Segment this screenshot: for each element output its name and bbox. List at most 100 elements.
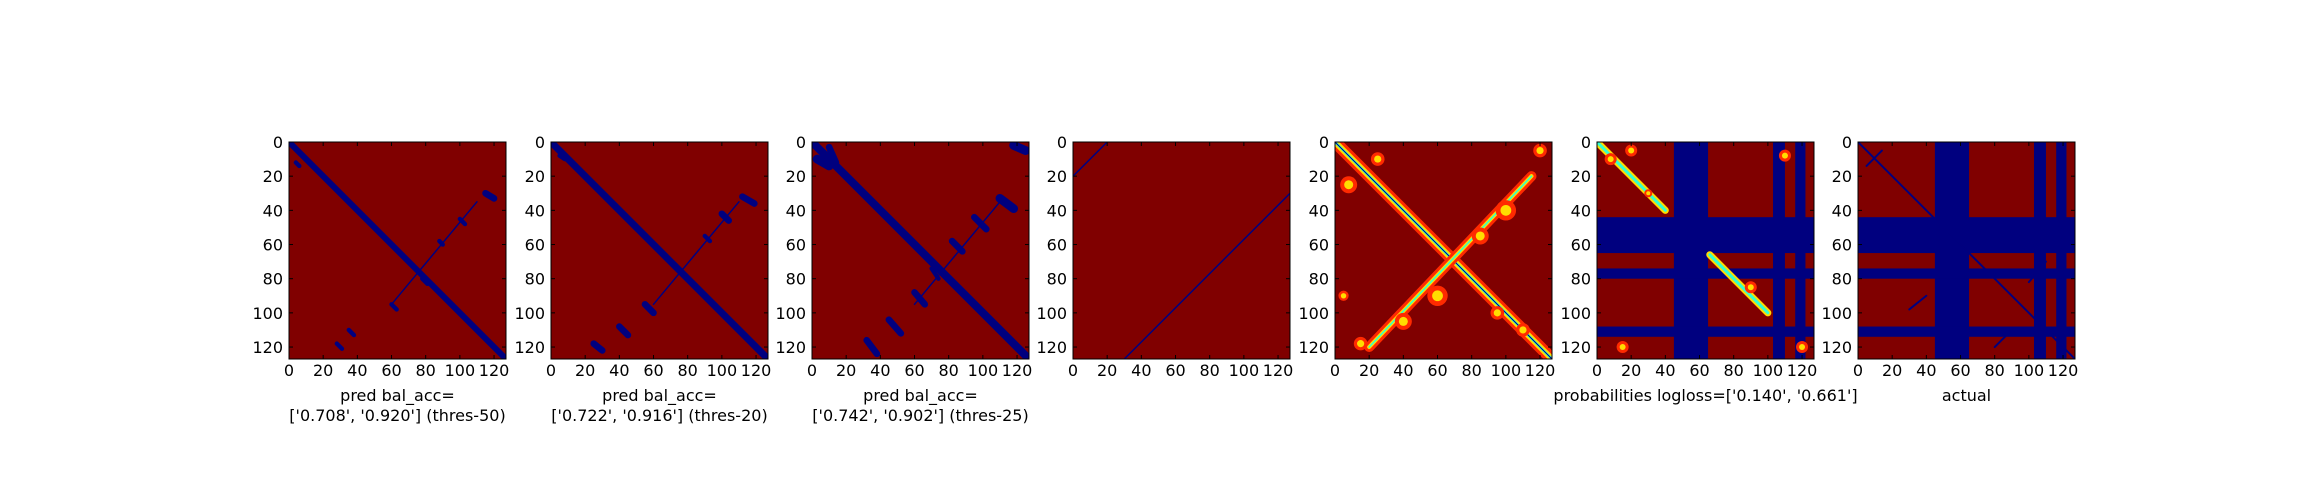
y-tick-label: 20 [1047, 167, 1067, 186]
y-tick-label: 80 [786, 270, 806, 289]
contact-blob [346, 327, 357, 338]
x-tick-label: 40 [1131, 361, 1151, 380]
x-tick-label: 80 [678, 361, 698, 380]
y-tick-label: 40 [1571, 201, 1591, 220]
x-tick-label: 80 [939, 361, 959, 380]
contact-blob [971, 213, 990, 233]
panel-caption: pred bal_acc= [863, 386, 978, 406]
y-tick-label: 60 [1832, 236, 1852, 255]
contact-blob [334, 341, 345, 351]
y-tick-label: 80 [1309, 270, 1329, 289]
secondary-diagonal [652, 201, 740, 306]
panel-caption: ['0.722', '0.916'] (thres-20) [551, 406, 767, 425]
panel-caption: actual [1942, 386, 1991, 405]
probability-blob [1619, 344, 1626, 351]
y-tick-label: 20 [1571, 167, 1591, 186]
x-tick-label: 120 [2048, 361, 2079, 380]
x-tick-label: 0 [807, 361, 817, 380]
x-tick-label: 100 [1753, 361, 1784, 380]
y-tick-label: 80 [525, 270, 545, 289]
y-tick-label: 20 [525, 167, 545, 186]
y-tick-label: 20 [1309, 167, 1329, 186]
x-tick-label: 80 [1462, 361, 1482, 380]
axes-frame [1334, 141, 1553, 360]
probability-blob [1628, 147, 1635, 154]
x-tick-label: 20 [1882, 361, 1902, 380]
y-tick-label: 100 [1036, 304, 1067, 323]
x-tick-label: 0 [1068, 361, 1078, 380]
contact-blob [812, 154, 834, 171]
y-tick-label: 60 [786, 236, 806, 255]
x-tick-label: 120 [741, 361, 772, 380]
secondary-diagonal [390, 201, 478, 306]
panel-caption: ['0.742', '0.902'] (thres-25) [812, 406, 1028, 425]
x-tick-label: 120 [479, 361, 510, 380]
probability-blob [1500, 204, 1512, 216]
contact-trace [1123, 192, 1290, 359]
x-tick-label: 100 [2014, 361, 2045, 380]
probability-blob [1475, 231, 1485, 241]
y-tick-label: 100 [1298, 304, 1329, 323]
diagonal-core [1335, 142, 1552, 359]
y-tick-label: 60 [1309, 236, 1329, 255]
axes-frame [1857, 141, 2076, 360]
x-tick-label: 60 [1950, 361, 1970, 380]
y-tick-label: 20 [263, 167, 283, 186]
contact-blob [739, 193, 758, 207]
heatmap-cells [1073, 142, 1290, 359]
y-tick-label: 100 [1560, 304, 1591, 323]
masked-row [1597, 326, 1814, 337]
y-tick-label: 80 [1047, 270, 1067, 289]
x-tick-label: 120 [1263, 361, 1294, 380]
y-tick-label: 80 [1832, 270, 1852, 289]
x-tick-label: 20 [836, 361, 856, 380]
diagonal-core [1708, 253, 1770, 315]
axes-frame [550, 141, 769, 360]
y-tick-label: 120 [252, 338, 283, 357]
x-tick-label: 100 [968, 361, 999, 380]
diagonal-band [289, 142, 506, 359]
probability-blob [1340, 293, 1347, 299]
x-tick-label: 40 [870, 361, 890, 380]
x-tick-label: 60 [1427, 361, 1447, 380]
contact-blob [1009, 142, 1029, 155]
y-tick-label: 40 [1047, 201, 1067, 220]
axes-frame [1072, 141, 1291, 360]
x-tick-label: 20 [1621, 361, 1641, 380]
y-tick-label: 0 [1842, 133, 1852, 152]
contact-blob [616, 323, 632, 339]
x-tick-label: 60 [643, 361, 663, 380]
probability-blob [1747, 284, 1754, 291]
y-tick-label: 100 [514, 304, 545, 323]
x-tick-label: 120 [1787, 361, 1818, 380]
masked-row [1858, 326, 2075, 337]
contact-blob [457, 216, 468, 227]
y-tick-label: 0 [796, 133, 806, 152]
y-tick-label: 0 [1057, 133, 1067, 152]
x-tick-label: 0 [546, 361, 556, 380]
x-tick-label: 60 [1165, 361, 1185, 380]
y-tick-label: 100 [775, 304, 806, 323]
contact-blob [557, 153, 567, 162]
contact-blob [389, 302, 399, 312]
contact-blob [863, 336, 881, 358]
x-tick-label: 80 [1200, 361, 1220, 380]
contact-trace [1073, 142, 1108, 177]
y-tick-label: 60 [525, 236, 545, 255]
diagonal-band [551, 142, 768, 359]
y-tick-label: 40 [1832, 201, 1852, 220]
y-tick-label: 120 [1036, 338, 1067, 357]
y-tick-label: 20 [1832, 167, 1852, 186]
contact-blob [641, 301, 657, 317]
masked-row [1858, 268, 2075, 279]
probability-blob [1493, 309, 1501, 317]
y-tick-label: 0 [273, 133, 283, 152]
x-tick-label: 80 [416, 361, 436, 380]
y-tick-label: 60 [263, 236, 283, 255]
